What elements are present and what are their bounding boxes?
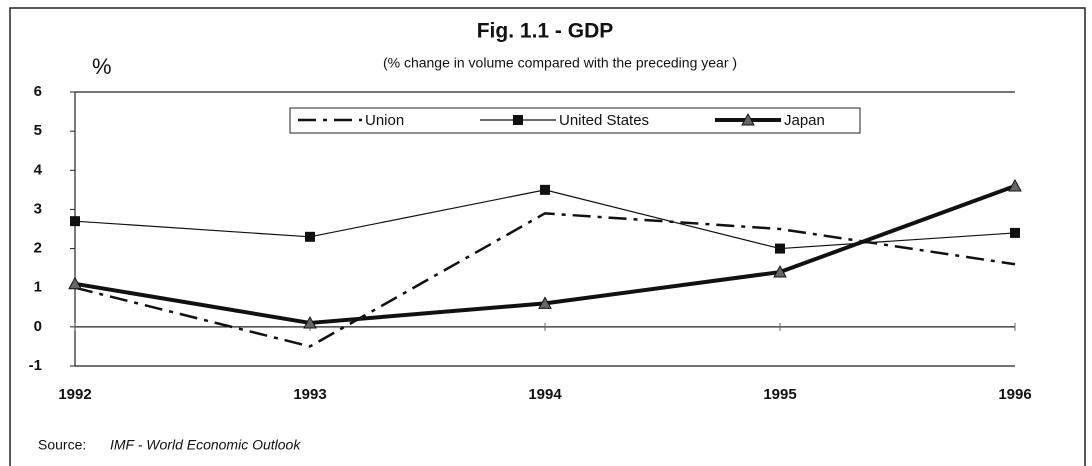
data-point	[1010, 227, 1020, 238]
y-tick-label: 4	[34, 161, 43, 178]
x-tick-label: 1994	[528, 386, 562, 403]
y-tick-label: 0	[34, 318, 42, 335]
y-tick-label: 1	[34, 279, 42, 296]
data-point	[773, 265, 787, 278]
y-tick-label: 6	[34, 83, 42, 100]
y-tick-label: 5	[34, 122, 42, 139]
y-tick-label: -1	[29, 357, 42, 374]
source-label: Source:	[38, 437, 86, 453]
data-point	[305, 231, 315, 242]
y-axis-label: %	[92, 54, 112, 79]
legend-label: United States	[559, 112, 649, 129]
x-tick-label: 1995	[763, 386, 796, 403]
y-tick-label: 3	[34, 200, 42, 217]
x-tick-label: 1996	[998, 386, 1031, 403]
legend-label: Union	[365, 112, 404, 129]
legend-marker	[741, 112, 755, 126]
data-point	[775, 243, 785, 254]
chart-subtitle: (% change in volume compared with the pr…	[383, 55, 737, 71]
data-point	[303, 315, 317, 329]
x-tick-label: 1993	[293, 386, 326, 403]
legend-marker	[513, 115, 523, 125]
x-tick-label: 1992	[58, 386, 91, 403]
source-text: IMF - World Economic Outlook	[110, 437, 301, 453]
frame	[9, 7, 1086, 466]
data-point	[68, 276, 82, 290]
y-tick-label: 2	[34, 240, 42, 257]
legend-label: Japan	[784, 112, 825, 129]
series-line	[74, 189, 1016, 250]
data-point	[538, 296, 552, 309]
data-point	[1008, 178, 1022, 192]
chart-title: Fig. 1.1 - GDP	[477, 20, 614, 43]
data-point	[70, 216, 80, 227]
series-line	[74, 212, 1016, 348]
data-point	[540, 184, 550, 195]
